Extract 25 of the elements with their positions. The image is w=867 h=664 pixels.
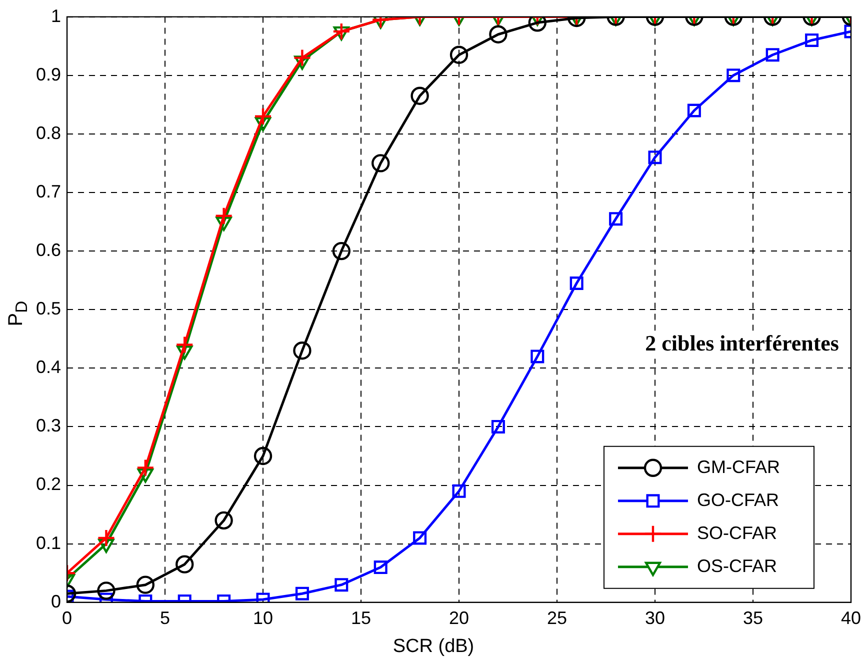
x-tick-label: 10 [253, 608, 274, 628]
y-tick-label: 0.3 [36, 416, 62, 436]
y-tick-label: 0.6 [36, 240, 62, 260]
x-tick-label: 5 [160, 608, 170, 628]
y-tick-label: 0 [51, 591, 62, 612]
x-tick-label: 15 [350, 608, 372, 628]
y-tick-label: 1 [51, 6, 62, 26]
legend-label: GO-CFAR [696, 490, 780, 510]
y-tick-label: 0.7 [36, 181, 62, 202]
x-axis-title: SCR (dB) [392, 636, 476, 658]
annotation: 2 cibles interférentes [645, 330, 840, 356]
x-tick-label: 35 [742, 608, 764, 628]
y-tick-label: 0.4 [36, 357, 62, 378]
y-tick-label: 0.5 [36, 298, 62, 319]
y-tick-label: 0.1 [36, 532, 62, 553]
x-tick-label: 20 [448, 608, 470, 628]
x-tick-label: 40 [840, 608, 862, 628]
y-tick-label: 0.9 [36, 64, 62, 84]
y-tick-label: 0.8 [36, 122, 62, 143]
x-tick-label: 25 [546, 608, 568, 628]
y-tick-label: 0.2 [36, 474, 62, 494]
x-tick-label: 30 [644, 608, 666, 628]
legend-label: GM-CFAR [696, 456, 780, 477]
legend-label: OS-CFAR [696, 556, 778, 576]
legend-label: SO-CFAR [696, 522, 778, 543]
